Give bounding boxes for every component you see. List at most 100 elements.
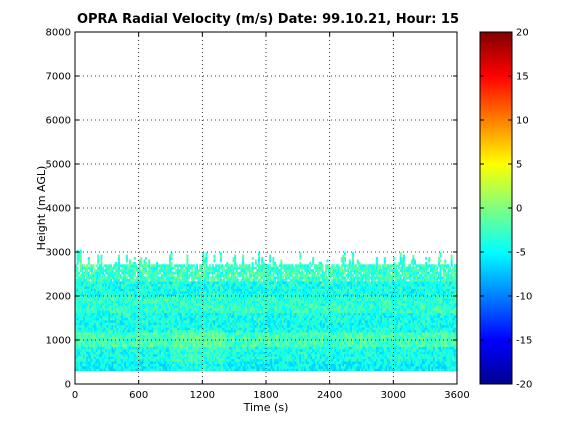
heatmap-cell [156, 276, 159, 280]
heatmap-cell [121, 305, 124, 309]
heatmap-cell [250, 303, 253, 306]
heatmap-cell [103, 324, 106, 328]
heatmap-cell [176, 274, 179, 277]
heatmap-cell [75, 315, 77, 318]
heatmap-cell [203, 358, 206, 362]
heatmap-cell [108, 322, 111, 326]
heatmap-cell [245, 344, 248, 347]
heatmap-cell [145, 278, 148, 282]
heatmap-cell [202, 310, 205, 314]
heatmap-cell [125, 283, 128, 287]
heatmap-cell [180, 363, 183, 367]
heatmap-cell [205, 363, 208, 367]
heatmap-cell [246, 358, 249, 362]
heatmap-cell [138, 305, 141, 309]
heatmap-cell [133, 365, 136, 369]
heatmap-cell [192, 327, 195, 331]
heatmap-cell [127, 339, 130, 343]
heatmap-cell [246, 329, 249, 333]
heatmap-cell [97, 254, 100, 258]
heatmap-cell [173, 349, 176, 352]
heatmap-cell [175, 319, 178, 323]
heatmap-cell [176, 363, 179, 367]
heatmap-cell [235, 293, 238, 297]
heatmap-cell [164, 349, 167, 352]
heatmap-cell [105, 361, 108, 364]
heatmap-cell [175, 290, 178, 294]
heatmap-cell [180, 365, 183, 369]
heatmap-cell [215, 344, 218, 347]
heatmap-cell [97, 353, 100, 357]
heatmap-cell [133, 332, 136, 335]
heatmap-cell [221, 274, 224, 277]
heatmap-cell [103, 334, 106, 338]
heatmap-cell [248, 365, 251, 369]
heatmap-cell [95, 269, 98, 272]
heatmap-cell [79, 300, 82, 304]
heatmap-cell [232, 307, 235, 311]
heatmap-cell [130, 315, 133, 318]
heatmap-cell [253, 300, 256, 304]
heatmap-cell [129, 363, 132, 367]
heatmap-cell [137, 334, 140, 338]
heatmap-cell [184, 303, 187, 306]
heatmap-cell [184, 286, 187, 289]
heatmap-cell [254, 358, 257, 362]
heatmap-cell [211, 322, 214, 326]
heatmap-cell [221, 283, 224, 287]
heatmap-cell [232, 259, 235, 263]
heatmap-cell [78, 293, 81, 297]
heatmap-cell [87, 317, 90, 321]
heatmap-cell [192, 319, 195, 323]
heatmap-cell [87, 334, 90, 338]
heatmap-cell [100, 312, 103, 316]
heatmap-cell [82, 365, 85, 369]
heatmap-cell [140, 317, 143, 321]
heatmap-cell [137, 266, 140, 270]
heatmap-cell [224, 324, 227, 328]
heatmap-cell [122, 295, 125, 299]
heatmap-cell [152, 307, 155, 311]
heatmap-cell [95, 327, 98, 331]
heatmap-cell [145, 365, 148, 369]
heatmap-cell [160, 298, 163, 302]
heatmap-cell [97, 261, 100, 265]
heatmap-cell [138, 327, 141, 331]
heatmap-cell [132, 363, 135, 367]
heatmap-cell [133, 319, 136, 323]
heatmap-cell [229, 283, 232, 287]
heatmap-cell [240, 305, 243, 309]
heatmap-cell [202, 322, 205, 326]
heatmap-cell [197, 346, 200, 350]
heatmap-cell [215, 346, 218, 350]
heatmap-cell [86, 339, 89, 343]
heatmap-cell [92, 293, 95, 297]
heatmap-cell [230, 298, 233, 302]
heatmap-cell [137, 281, 140, 285]
heatmap-cell [114, 310, 117, 314]
heatmap-cell [159, 346, 162, 350]
heatmap-cell [181, 278, 184, 282]
heatmap-cell [137, 327, 140, 331]
heatmap-cell [124, 278, 127, 282]
heatmap-cell [197, 315, 200, 318]
heatmap-cell [243, 363, 246, 367]
heatmap-cell [82, 312, 85, 316]
heatmap-cell [205, 252, 208, 256]
heatmap-cell [176, 356, 179, 360]
heatmap-cell [238, 303, 241, 306]
heatmap-cell [154, 298, 157, 302]
heatmap-cell [224, 317, 227, 321]
heatmap-cell [140, 278, 143, 282]
heatmap-cell [151, 349, 154, 352]
heatmap-cell [250, 356, 253, 360]
heatmap-cell [237, 351, 240, 355]
heatmap-cell [122, 276, 125, 280]
heatmap-cell [246, 288, 249, 292]
heatmap-cell [92, 305, 95, 309]
heatmap-cell [170, 276, 173, 280]
heatmap-cell [221, 278, 224, 282]
heatmap-cell [114, 332, 117, 335]
heatmap-cell [254, 368, 257, 372]
heatmap-cell [148, 358, 151, 362]
